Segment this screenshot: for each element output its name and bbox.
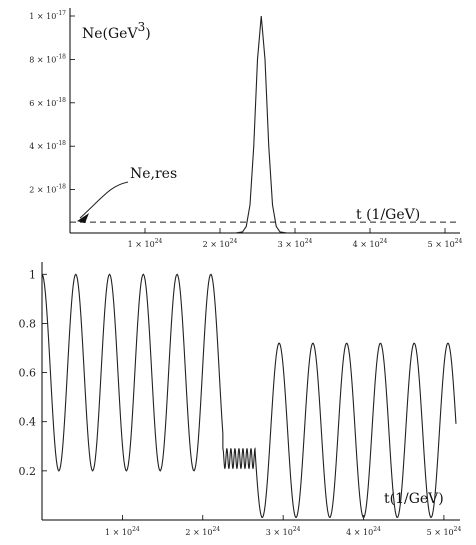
bottom-x-tick-label: 4 × 1024 <box>346 526 381 537</box>
top-y-axis-label: Ne(GeV3) <box>82 20 151 42</box>
top-x-tick-label: 5 × 1024 <box>428 238 463 249</box>
top-y-tick-label: 4 × 10-18 <box>29 140 66 151</box>
annotation-arrow-line <box>79 181 129 219</box>
probability-curve <box>41 273 457 518</box>
top-y-tick-label: 1 × 10-17 <box>29 10 66 21</box>
ne-peak-curve <box>234 15 288 234</box>
bottom-y-tick-label: 0.2 <box>19 465 37 478</box>
bottom-x-tick-label: 2 × 1024 <box>185 526 220 537</box>
bottom-x-tick-label: 5 × 1024 <box>427 526 462 537</box>
bottom-x-tick-label: 3 × 1024 <box>266 526 301 537</box>
top-y-tick-label: 2 × 10-18 <box>29 184 66 195</box>
top-x-tick-label: 3 × 1024 <box>278 238 313 249</box>
top-x-axis-label: t (1/GeV) <box>356 207 420 223</box>
top-x-tick-label: 1 × 1024 <box>128 238 163 249</box>
ne-res-annotation: Ne,res <box>130 166 177 182</box>
top-x-tick-label: 2 × 1024 <box>203 238 238 249</box>
top-y-tick-label: 8 × 10-18 <box>29 53 66 64</box>
bottom-x-axis-label: t(1/GeV) <box>384 491 444 507</box>
bottom-y-tick-label: 1 <box>29 268 36 281</box>
top-chart: 1 × 1024 2 × 1024 3 × 1024 4 × 1024 5 × 1024… <box>29 8 463 249</box>
bottom-y-tick-label: 0.6 <box>19 367 37 380</box>
bottom-chart: 1 × 1024 2 × 1024 3 × 1024 4 × 1024 5 × 1024… <box>19 262 462 537</box>
top-x-tick-label: 4 × 1024 <box>353 238 388 249</box>
bottom-y-tick-label: 0.8 <box>19 317 37 330</box>
bottom-x-tick-label: 1 × 1024 <box>105 526 140 537</box>
top-y-tick-label: 6 × 10-18 <box>29 97 66 108</box>
annotation-arrow-head <box>77 213 89 224</box>
bottom-y-tick-label: 0.4 <box>19 416 37 429</box>
